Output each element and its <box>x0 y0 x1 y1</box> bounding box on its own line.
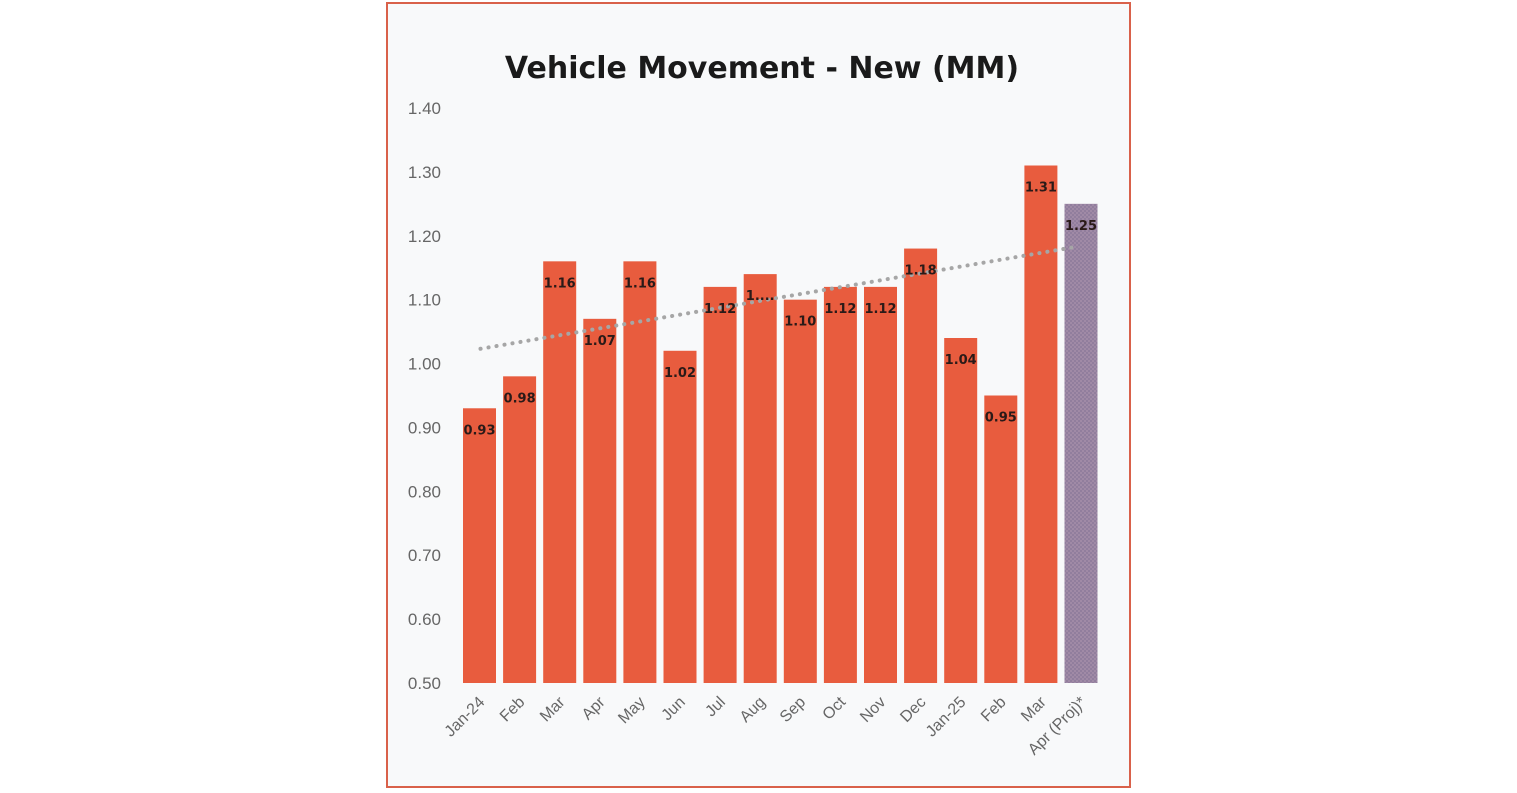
data-label: 1.04 <box>945 353 977 368</box>
y-tick-label: 0.70 <box>408 546 441 565</box>
data-label: 1.12 <box>864 302 896 317</box>
data-label: 1.02 <box>664 366 696 381</box>
x-tick-label: Jun <box>659 694 689 724</box>
y-tick-label: 0.60 <box>408 610 441 629</box>
x-tick-label: Feb <box>978 694 1010 726</box>
x-tick-label: Apr <box>579 693 609 723</box>
chart-svg: Vehicle Movement - New (MM) 0.50 0.60 0.70… <box>408 51 1098 759</box>
y-tick-label: 1.30 <box>408 163 441 182</box>
y-axis: 0.50 0.60 0.70 0.80 0.90 1.00 1.10 1.20 1.30 1.40 <box>408 99 441 693</box>
bar <box>743 274 777 683</box>
data-label: 1.31 <box>1025 181 1057 196</box>
x-tick-label: Sep <box>777 694 809 726</box>
x-tick-label: Jan-25 <box>923 694 970 741</box>
x-tick-label: May <box>615 694 648 727</box>
chart-title: Vehicle Movement - New (MM) <box>505 51 1019 86</box>
y-tick-label: 1.40 <box>408 99 441 118</box>
bar <box>463 408 496 683</box>
data-label: 0.95 <box>985 411 1017 426</box>
bar <box>503 376 537 683</box>
y-tick-label: 0.90 <box>408 418 441 437</box>
y-tick-label: 1.00 <box>408 355 441 374</box>
x-tick-label: Nov <box>857 694 889 726</box>
y-tick-label: 0.80 <box>408 482 441 501</box>
y-tick-label: 1.20 <box>408 227 441 246</box>
bar <box>703 286 737 683</box>
data-label: 1.16 <box>624 276 656 291</box>
data-label: 0.98 <box>504 391 536 406</box>
x-tick-label: Mar <box>1018 693 1050 725</box>
data-label: 1.18 <box>905 264 937 279</box>
chart-card: Vehicle Movement - New (MM) 0.50 0.60 0.70… <box>386 2 1131 788</box>
bar-projected <box>1064 203 1098 684</box>
x-tick-label: Aug <box>737 694 769 726</box>
data-label: 1.... <box>746 289 775 304</box>
data-label: 0.93 <box>463 423 495 438</box>
x-tick-label: Jan-24 <box>442 694 489 741</box>
data-labels: 0.93 0.98 1.16 1.07 1.16 1.02 1.12 1.... 1.10 1.1… <box>463 181 1097 439</box>
y-tick-label: 0.50 <box>408 674 441 693</box>
bar <box>1024 165 1058 683</box>
bar <box>823 286 857 683</box>
x-axis: Jan-24 Feb Mar Apr May Jun Jul Aug Sep Oct Nov DecJ… <box>442 693 1090 758</box>
bar <box>984 395 1018 683</box>
bar <box>864 286 897 683</box>
data-label: 1.25 <box>1065 219 1097 234</box>
bar <box>543 261 577 683</box>
data-label: 1.12 <box>704 302 736 317</box>
bar <box>663 350 697 683</box>
bar <box>623 261 657 683</box>
data-label: 1.16 <box>544 276 576 291</box>
bars <box>463 165 1098 684</box>
y-tick-label: 1.10 <box>408 291 441 310</box>
x-tick-label: Mar <box>537 693 569 725</box>
x-tick-label: Dec <box>897 694 929 726</box>
bar <box>783 299 817 683</box>
bar <box>944 338 978 683</box>
x-tick-label: Jul <box>702 694 728 720</box>
x-tick-label: Feb <box>497 694 529 726</box>
bar <box>904 248 938 684</box>
data-label: 1.12 <box>824 302 856 317</box>
data-label: 1.10 <box>784 315 816 330</box>
bar <box>583 318 617 683</box>
data-label: 1.07 <box>584 334 616 349</box>
x-tick-label: Oct <box>820 693 850 723</box>
